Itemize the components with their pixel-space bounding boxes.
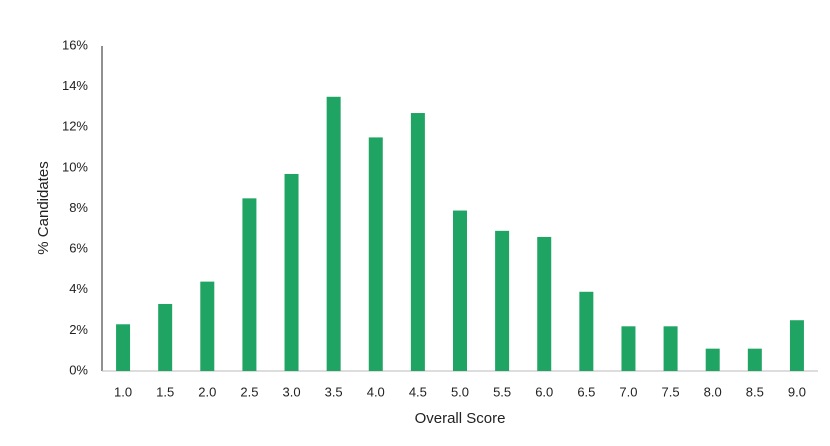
x-tick-label: 4.0 xyxy=(367,384,385,399)
y-tick-label: 12% xyxy=(62,119,88,134)
y-tick-label: 0% xyxy=(69,362,88,377)
bar xyxy=(242,198,257,371)
x-tick-label: 2.5 xyxy=(240,384,258,399)
y-tick-label: 4% xyxy=(69,281,88,296)
x-tick-label: 5.5 xyxy=(493,384,511,399)
bar xyxy=(579,291,594,371)
x-tick-label: 8.0 xyxy=(704,384,722,399)
x-tick-label: 3.5 xyxy=(325,384,343,399)
bar xyxy=(453,210,467,371)
x-tick-label: 1.0 xyxy=(114,384,132,399)
bar xyxy=(495,230,510,371)
x-tick-label: 7.5 xyxy=(662,384,680,399)
bar xyxy=(116,324,131,371)
bar xyxy=(200,281,215,371)
x-tick-label: 9.0 xyxy=(788,384,806,399)
bar xyxy=(789,320,804,371)
bar xyxy=(284,173,299,371)
bar xyxy=(537,236,552,371)
x-tick-label: 4.5 xyxy=(409,384,427,399)
y-tick-label: 6% xyxy=(69,241,88,256)
y-tick-label: 10% xyxy=(62,159,88,174)
bar xyxy=(410,113,425,371)
bar xyxy=(621,326,636,371)
bar xyxy=(663,326,678,371)
x-tick-label: 6.0 xyxy=(535,384,553,399)
x-tick-label: 3.0 xyxy=(282,384,300,399)
bar xyxy=(705,348,720,371)
y-axis-title: % Candidates xyxy=(35,161,52,254)
x-tick-label: 2.0 xyxy=(198,384,216,399)
bar xyxy=(326,96,341,371)
y-tick-label: 8% xyxy=(69,200,88,215)
bar xyxy=(158,303,173,371)
x-tick-label: 7.0 xyxy=(619,384,637,399)
bar xyxy=(747,348,762,371)
x-tick-label: 8.5 xyxy=(746,384,764,399)
y-tick-label: 16% xyxy=(62,37,88,52)
x-tick-label: 5.0 xyxy=(451,384,469,399)
bar xyxy=(368,137,383,371)
x-tick-label: 1.5 xyxy=(156,384,174,399)
x-axis-title: Overall Score xyxy=(415,410,506,427)
x-tick-label: 6.5 xyxy=(577,384,595,399)
y-tick-label: 2% xyxy=(69,322,88,337)
y-tick-label: 14% xyxy=(62,78,88,93)
